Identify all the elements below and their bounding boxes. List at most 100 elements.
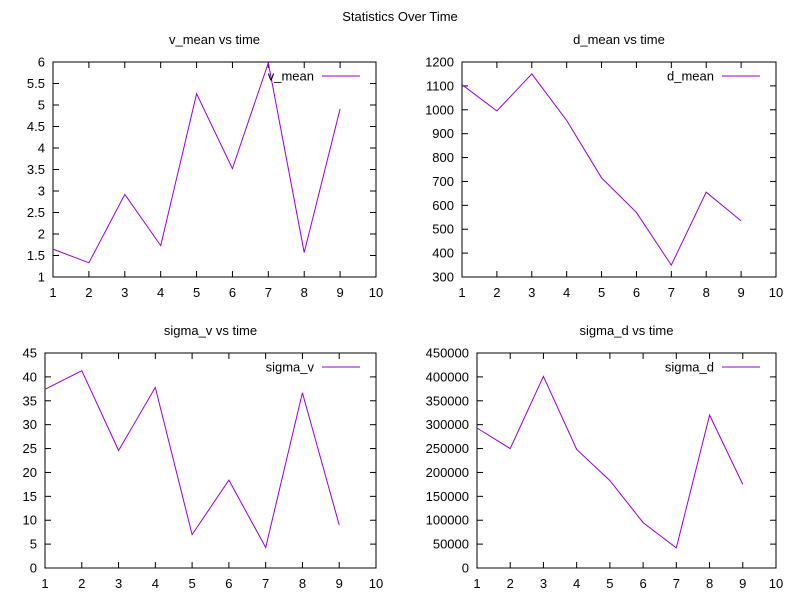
x-tick-label: 4	[563, 285, 570, 300]
x-tick-label: 8	[703, 285, 710, 300]
subplot-title: sigma_v vs time	[164, 323, 257, 338]
y-tick-label: 1.5	[27, 248, 45, 263]
x-tick-label: 9	[336, 285, 343, 300]
y-tick-label: 500	[432, 222, 454, 237]
y-tick-label: 5	[30, 537, 37, 552]
x-tick-label: 5	[188, 576, 195, 591]
y-tick-label: 3	[38, 184, 45, 199]
y-tick-label: 40	[23, 369, 37, 384]
subplot-title: v_mean vs time	[169, 32, 260, 47]
x-tick-label: 1	[473, 576, 480, 591]
y-tick-label: 2.5	[27, 205, 45, 220]
x-tick-label: 1	[458, 285, 465, 300]
x-tick-label: 7	[262, 576, 269, 591]
y-tick-label: 0	[30, 561, 37, 576]
y-tick-label: 200000	[426, 465, 469, 480]
y-tick-label: 600	[432, 198, 454, 213]
x-tick-label: 7	[673, 576, 680, 591]
series-line-sigma_d	[476, 375, 744, 549]
legend-label: sigma_v	[266, 360, 315, 375]
legend-label: v_mean	[268, 69, 314, 84]
y-tick-label: 250000	[426, 441, 469, 456]
x-tick-label: 2	[493, 285, 500, 300]
x-tick-label: 10	[369, 285, 383, 300]
y-tick-label: 1	[38, 270, 45, 285]
x-tick-label: 7	[668, 285, 675, 300]
y-tick-label: 35	[23, 393, 37, 408]
y-tick-label: 4.5	[27, 119, 45, 134]
x-tick-label: 2	[85, 285, 92, 300]
plot-frame	[44, 352, 377, 569]
y-tick-label: 150000	[426, 489, 469, 504]
plot-frame	[52, 61, 377, 278]
y-tick-label: 300000	[426, 417, 469, 432]
x-tick-label: 6	[229, 285, 236, 300]
x-tick-label: 4	[152, 576, 159, 591]
y-tick-label: 2	[38, 227, 45, 242]
y-tick-label: 400	[432, 246, 454, 261]
x-tick-label: 3	[115, 576, 122, 591]
x-tick-label: 8	[301, 285, 308, 300]
subplot-title: d_mean vs time	[573, 32, 665, 47]
y-tick-label: 10	[23, 513, 37, 528]
x-tick-label: 3	[540, 576, 547, 591]
y-tick-label: 1000	[425, 102, 454, 117]
series-line-d_mean	[461, 73, 742, 267]
y-tick-label: 100000	[426, 513, 469, 528]
x-tick-label: 1	[49, 285, 56, 300]
x-tick-label: 9	[737, 285, 744, 300]
subplot-4: sigma_d vs time 0 50000 100000 150000 200000 2…	[426, 323, 784, 591]
x-tick-label: 3	[528, 285, 535, 300]
subplot-title: sigma_d vs time	[580, 323, 674, 338]
x-tick-label: 4	[157, 285, 164, 300]
x-tick-label: 7	[265, 285, 272, 300]
y-tick-label: 25	[23, 441, 37, 456]
y-tick-label: 0	[462, 561, 469, 576]
y-tick-label: 45	[23, 346, 37, 361]
y-tick-label: 15	[23, 489, 37, 504]
subplot-2: d_mean vs time 300 400 500 600 700 800 900 1000 1…	[425, 32, 783, 300]
y-tick-label: 30	[23, 417, 37, 432]
x-tick-label: 5	[193, 285, 200, 300]
figure-title: Statistics Over Time	[342, 9, 458, 24]
legend-label: d_mean	[667, 69, 714, 84]
y-tick-label: 450000	[426, 346, 469, 361]
y-tick-label: 300	[432, 270, 454, 285]
y-tick-label: 4	[38, 141, 45, 156]
series-line-sigma_v	[44, 370, 340, 549]
x-tick-label: 10	[769, 285, 783, 300]
x-tick-label: 6	[633, 285, 640, 300]
x-tick-label: 4	[573, 576, 580, 591]
plot-frame	[476, 352, 777, 569]
subplot-1: v_mean vs time 1 1.5 2 2.5 3 3.5 4 4.5 5 5.5 6 1 2 3 4 5…	[27, 32, 383, 300]
y-tick-label: 800	[432, 150, 454, 165]
y-tick-label: 1100	[426, 78, 454, 93]
x-tick-label: 6	[225, 576, 232, 591]
x-tick-label: 9	[739, 576, 746, 591]
x-tick-label: 10	[769, 576, 783, 591]
y-tick-label: 350000	[426, 393, 469, 408]
y-tick-label: 3.5	[27, 162, 45, 177]
x-tick-label: 2	[78, 576, 85, 591]
x-tick-label: 8	[299, 576, 306, 591]
x-tick-label: 10	[369, 576, 383, 591]
y-tick-label: 5	[38, 98, 45, 113]
y-tick-label: 20	[23, 465, 37, 480]
x-tick-label: 1	[41, 576, 48, 591]
y-tick-label: 50000	[433, 537, 469, 552]
plot-frame	[461, 61, 777, 278]
x-tick-label: 9	[336, 576, 343, 591]
y-tick-label: 1200	[425, 55, 454, 70]
x-tick-label: 5	[606, 576, 613, 591]
y-tick-label: 400000	[426, 369, 469, 384]
series-line-v_mean	[52, 60, 341, 264]
x-tick-label: 2	[507, 576, 514, 591]
y-tick-label: 700	[432, 174, 454, 189]
y-tick-label: 900	[432, 126, 454, 141]
x-tick-label: 3	[121, 285, 128, 300]
y-tick-label: 5.5	[27, 76, 45, 91]
x-tick-label: 8	[706, 576, 713, 591]
